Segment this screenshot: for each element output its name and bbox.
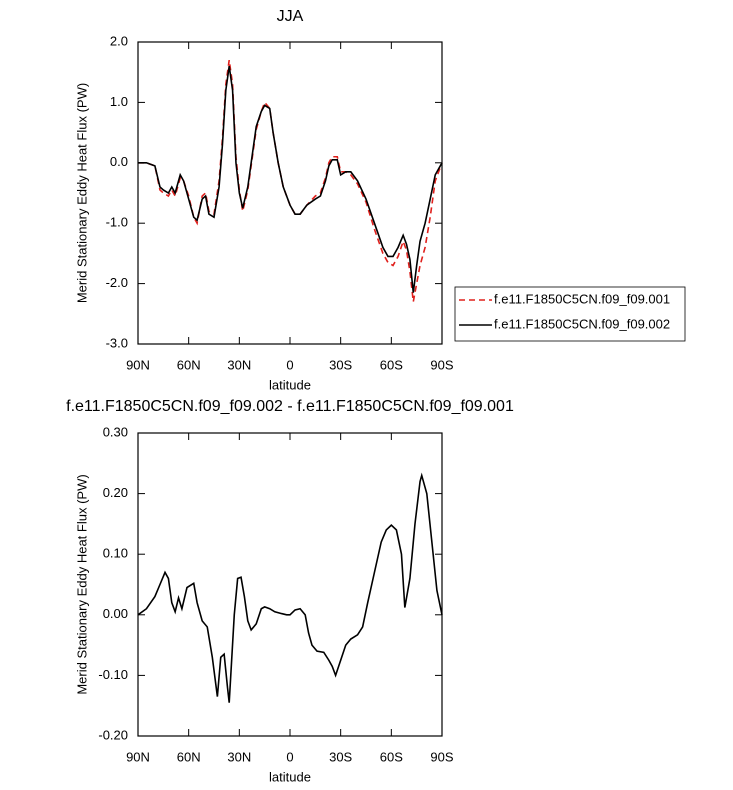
plot-frame — [137, 432, 443, 737]
y-tick-label: 0.0 — [110, 154, 128, 169]
chart-title: JJA — [277, 8, 304, 25]
legend-box — [454, 286, 686, 342]
x-tick-label: 60N — [177, 357, 201, 372]
y-tick-label: -3.0 — [106, 335, 128, 350]
y-tick-label: 0.00 — [103, 606, 128, 621]
x-tick-label: 30S — [329, 749, 352, 764]
x-tick-label: 0 — [286, 357, 293, 372]
y-tick-label: -0.20 — [98, 727, 128, 742]
x-tick-label: 30S — [329, 357, 352, 372]
y-tick-label: -0.10 — [98, 667, 128, 682]
x-tick-label: 90S — [430, 357, 453, 372]
y-axis-label: Merid Stationary Eddy Heat Flux (PW) — [74, 83, 89, 303]
y-tick-label: 2.0 — [110, 33, 128, 48]
x-axis-label: latitude — [269, 377, 311, 392]
x-tick-label: 60S — [380, 357, 403, 372]
x-tick-label: 60S — [380, 749, 403, 764]
y-tick-label: -1.0 — [106, 215, 128, 230]
x-tick-label: 30N — [227, 357, 251, 372]
x-axis-label: latitude — [269, 769, 311, 784]
x-tick-label: 90N — [126, 749, 150, 764]
data-line — [138, 66, 443, 293]
legend-label: f.e11.F1850C5CN.f09_f09.001 — [494, 291, 670, 306]
x-tick-label: 60N — [177, 749, 201, 764]
legend-label: f.e11.F1850C5CN.f09_f09.002 — [494, 316, 670, 331]
y-tick-label: 0.10 — [103, 546, 128, 561]
y-axis-label: Merid Stationary Eddy Heat Flux (PW) — [74, 474, 89, 694]
x-tick-label: 90S — [430, 749, 453, 764]
y-tick-label: -2.0 — [106, 275, 128, 290]
chart-title: f.e11.F1850C5CN.f09_f09.002 - f.e11.F185… — [66, 398, 514, 415]
x-tick-label: 0 — [286, 749, 293, 764]
y-tick-label: 0.30 — [103, 424, 128, 439]
plot-frame — [137, 41, 443, 345]
x-tick-label: 30N — [227, 749, 251, 764]
data-line — [137, 472, 443, 703]
x-tick-label: 90N — [126, 357, 150, 372]
y-tick-label: 0.20 — [103, 485, 128, 500]
y-tick-label: 1.0 — [110, 94, 128, 109]
